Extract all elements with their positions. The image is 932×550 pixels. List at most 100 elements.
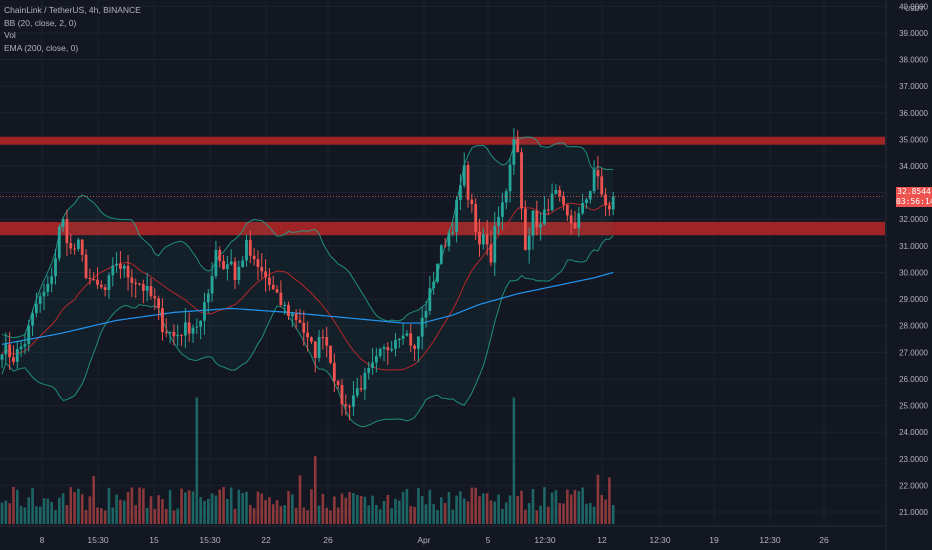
volume-bar <box>401 491 405 524</box>
volume-bar <box>394 498 397 524</box>
candle-body <box>585 199 588 204</box>
candle-body <box>588 191 592 200</box>
candle-body <box>451 231 455 233</box>
candle-body <box>569 215 573 224</box>
volume-bar <box>84 510 88 524</box>
volume-bar <box>462 498 466 524</box>
candle-body <box>428 288 432 311</box>
resistance-zone <box>0 136 885 145</box>
volume-bar <box>585 503 588 524</box>
candle-body <box>203 302 206 321</box>
volume-bar <box>340 493 344 524</box>
volume-bar <box>413 506 416 524</box>
candle-body <box>485 234 489 245</box>
candle-body <box>73 248 76 250</box>
candle-body <box>88 278 92 280</box>
volume-bar <box>115 494 118 524</box>
price-tick-label: 26.0000 <box>899 375 928 384</box>
candle-body <box>562 196 565 205</box>
candle-body <box>416 336 420 349</box>
volume-bar <box>382 500 386 524</box>
candle-body <box>38 296 42 304</box>
candle-body <box>478 231 481 245</box>
candle-body <box>248 239 252 256</box>
volume-bar <box>440 497 443 524</box>
candle-body <box>310 337 313 342</box>
volume-bar <box>172 510 176 524</box>
volume-bar <box>436 509 439 524</box>
time-axis[interactable]: 8 15:30 15 15:30 22 26 Apr 5 12:30 12 12:30 19 12:30… <box>0 525 885 545</box>
volume-bar <box>375 504 378 524</box>
candle-body <box>527 235 531 251</box>
volume-bar <box>531 488 535 524</box>
bb-indicator-label[interactable]: BB (20, close, 2, 0) <box>4 17 77 28</box>
volume-bar <box>424 504 428 524</box>
candle-body <box>352 395 355 407</box>
volume-bar <box>237 489 241 524</box>
candle-body <box>546 209 550 211</box>
price-tick-label: 40.0000 <box>899 2 928 11</box>
candle-body <box>470 199 474 205</box>
candle-body <box>279 292 283 306</box>
symbol-title[interactable]: ChainLink / TetherUS, 4h, BINANCE <box>4 5 141 15</box>
candle-body <box>23 344 27 347</box>
candle-body <box>187 322 191 334</box>
price-tick-label: 35.0000 <box>899 135 928 144</box>
volume-bar <box>501 508 504 524</box>
volume-bar <box>417 487 420 524</box>
volume-bar <box>46 498 50 524</box>
volume-bar <box>15 489 19 524</box>
candle-body <box>180 334 183 336</box>
volume-bar <box>92 475 95 524</box>
volume-bar <box>592 506 596 524</box>
candle-body <box>69 243 73 249</box>
volume-bar <box>229 487 233 524</box>
volume-bar <box>344 497 348 524</box>
volume-bar <box>508 495 512 524</box>
candle-body <box>233 261 237 281</box>
volume-bar <box>122 500 126 524</box>
candle-body <box>210 276 214 294</box>
candle-body <box>65 219 69 244</box>
volume-bar <box>367 505 371 524</box>
candle-body <box>237 266 241 281</box>
candle-body <box>157 298 161 309</box>
volume-bar <box>203 500 206 524</box>
candle-body <box>325 337 329 346</box>
candle-body <box>420 317 424 337</box>
volume-bar <box>153 508 157 524</box>
volume-bar <box>355 494 359 524</box>
candle-body <box>57 226 61 259</box>
volume-indicator-label[interactable]: Vol <box>4 30 16 40</box>
price-axis[interactable]: 21.0000 22.0000 23.0000 24.0000 25.0000 26.00… <box>885 0 932 550</box>
volume-bar <box>527 503 531 524</box>
volume-bar <box>195 397 199 524</box>
volume-bar <box>546 506 550 524</box>
price-tick-label: 39.0000 <box>899 29 928 38</box>
candle-body <box>516 139 520 153</box>
volume-bar <box>233 508 237 524</box>
volume-bar <box>543 487 546 524</box>
volume-bar <box>61 493 65 524</box>
volume-bar <box>321 493 325 524</box>
currency-label: USDT <box>904 6 924 13</box>
volume-bar <box>210 493 214 524</box>
candle-body <box>61 219 65 227</box>
volume-bar <box>466 501 470 524</box>
last-price-tag: 32.8544 03:56:14 <box>896 187 932 207</box>
ema-line <box>1 271 614 345</box>
candle-body <box>8 344 12 358</box>
volume-bar <box>168 489 172 524</box>
volume-bar <box>283 505 286 524</box>
volume-bar <box>470 487 474 524</box>
candle-body <box>531 210 535 236</box>
volume-bar <box>447 491 451 524</box>
candle-body <box>290 313 294 317</box>
candle-body <box>222 261 225 270</box>
ema-indicator-label[interactable]: EMA (200, close, 0) <box>4 42 79 53</box>
candle-body <box>512 139 516 165</box>
candle-body <box>466 165 470 200</box>
volume-bar <box>352 493 355 524</box>
candle-body <box>600 176 604 195</box>
